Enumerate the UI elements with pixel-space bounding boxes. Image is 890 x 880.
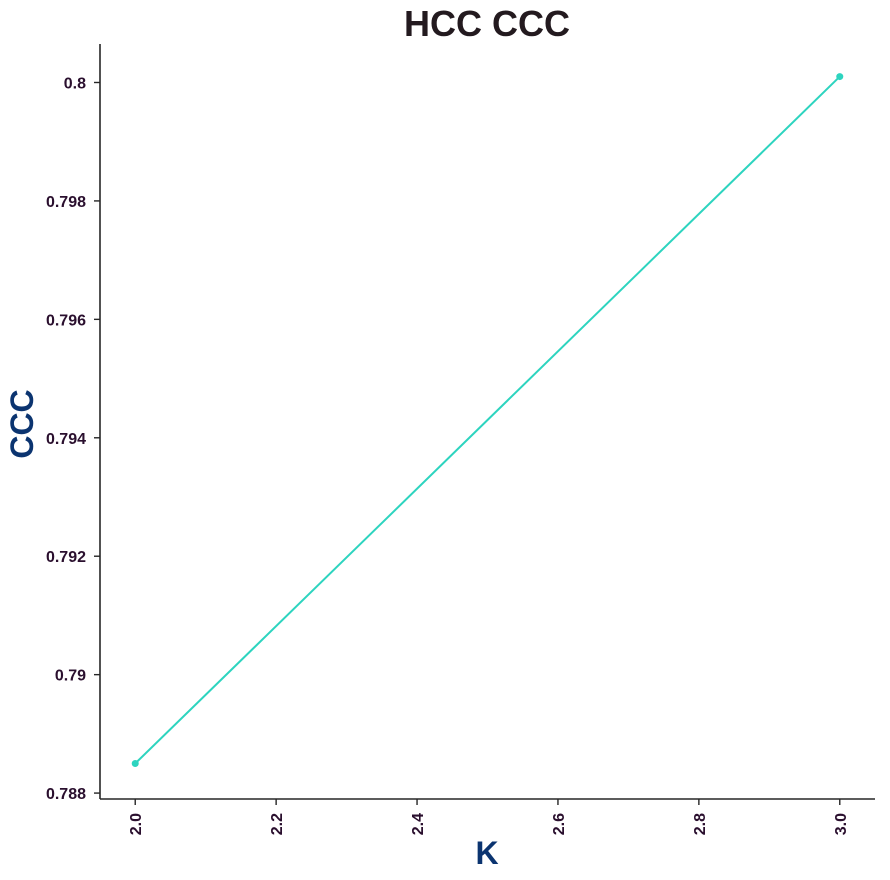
- chart-title: HCC CCC: [404, 3, 570, 44]
- y-axis-ticks: 0.788 0.79 0.792 0.794 0.796 0.798 0.8: [46, 75, 100, 803]
- data-point: [131, 759, 139, 767]
- x-axis-ticks: 2.0 2.2 2.4 2.6 2.8 3.0: [128, 799, 850, 835]
- x-axis-label: K: [475, 835, 498, 871]
- axes: [99, 44, 875, 800]
- y-tick-label: 0.798: [46, 194, 86, 211]
- y-tick-label: 0.796: [46, 312, 86, 329]
- y-tick-label: 0.794: [46, 431, 86, 448]
- series-line: [134, 75, 841, 765]
- series-group: [131, 73, 844, 767]
- y-tick-label: 0.79: [55, 668, 86, 685]
- x-tick-label: 2.6: [551, 813, 568, 835]
- x-tick-label: 3.0: [833, 813, 850, 835]
- y-tick-label: 0.792: [46, 549, 86, 566]
- x-tick-label: 2.2: [269, 813, 286, 835]
- y-tick-label: 0.8: [64, 75, 86, 92]
- y-axis-label: CCC: [4, 389, 40, 458]
- x-tick-label: 2.8: [692, 813, 709, 835]
- data-point: [836, 73, 844, 81]
- y-tick-label: 0.788: [46, 786, 86, 803]
- x-tick-label: 2.4: [410, 813, 427, 835]
- x-tick-label: 2.0: [128, 813, 145, 835]
